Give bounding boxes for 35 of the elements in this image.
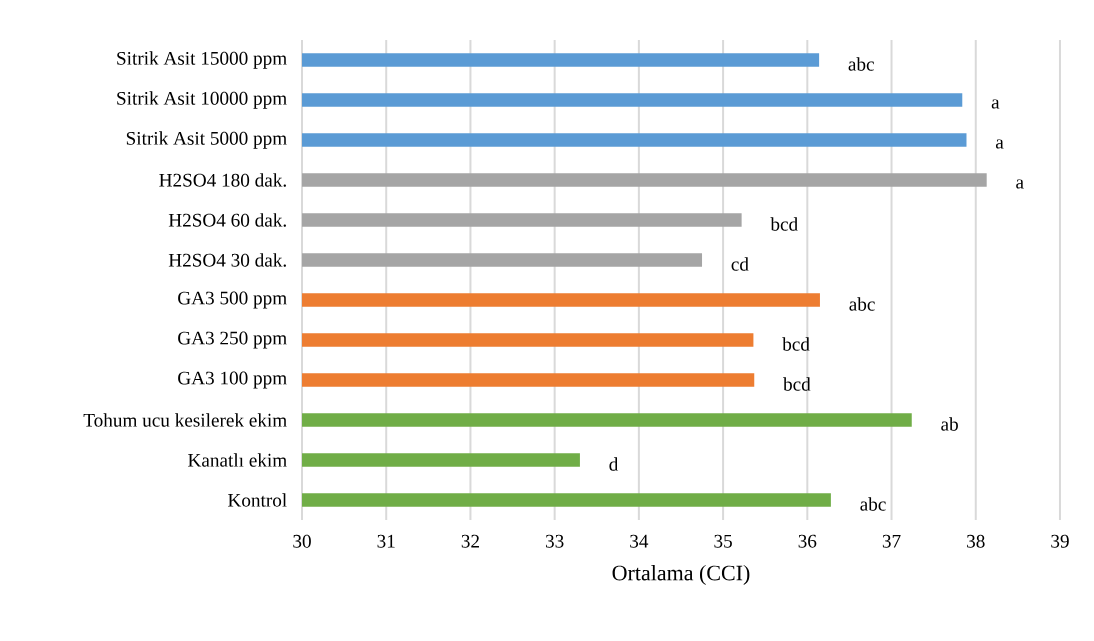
annotation: bcd [770,217,798,231]
annotation: abc [849,297,875,311]
annotation: ab [941,417,958,431]
y-tick-label: Kanatlı ekim [188,453,287,467]
y-tick-label: H2SO4 180 dak. [159,173,286,187]
y-tick-label: Kontrol [228,493,287,507]
x-tick-label: 33 [545,534,564,548]
annotation: d [609,457,619,471]
annotation: abc [848,57,874,71]
y-tick-label: GA3 500 ppm [178,291,287,309]
x-tick-label: 32 [461,534,479,548]
y-tick-label: Sitrik Asit 10000 ppm [117,91,287,109]
x-tick-label: 31 [377,534,395,548]
y-tick-label: GA3 100 ppm [178,371,287,389]
annotation: bcd [783,377,811,391]
y-tick-label: Sitrik Asit 15000 ppm [117,51,287,69]
x-tick-label: 30 [293,534,311,548]
annotation: a [1016,179,1024,189]
annotation: bcd [782,337,810,351]
annotation: a [995,139,1004,149]
y-tick-label: H2SO4 30 dak. [168,253,286,267]
x-tick-label: 37 [882,534,901,548]
x-axis-title: Ortalama (CCI) [612,564,750,585]
x-tick-label: 38 [967,534,985,548]
x-tick-label: 39 [1051,534,1069,548]
x-tick-label: 36 [798,534,817,548]
x-tick-label: 34 [630,534,649,548]
annotation: cd [731,257,749,271]
annotation: abc [860,497,886,511]
annotation: a [991,99,1000,109]
x-tick-label: 35 [714,534,732,548]
y-tick-label: H2SO4 60 dak. [168,213,286,227]
y-tick-label: Sitrik Asit 5000 ppm [126,131,287,149]
y-tick-label: GA3 250 ppm [178,331,287,349]
y-tick-label: Tohum ucu kesilerek ekim [83,413,287,427]
